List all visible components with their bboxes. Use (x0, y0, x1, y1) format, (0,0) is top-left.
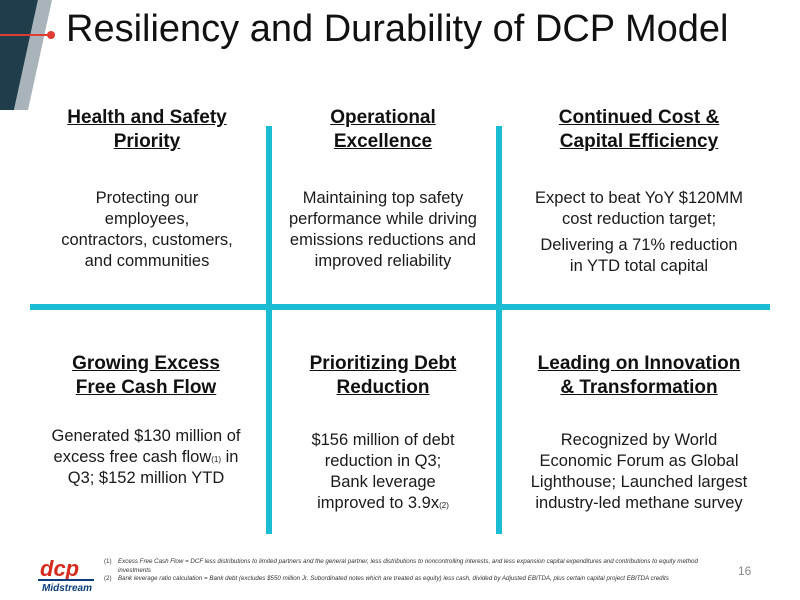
footnote: (1) Excess Free Cash Flow = DCF less dis… (104, 558, 698, 574)
slide-footer: dcp Midstream (1) Excess Free Cash Flow … (0, 540, 800, 600)
cell-body-paragraph: Expect to beat YoY $120MM cost reduction… (535, 189, 743, 228)
footnotes: (1) Excess Free Cash Flow = DCF less dis… (104, 558, 724, 584)
title-accent-dot (0, 31, 55, 39)
cell-innovation-transformation: Leading on Innovation & Transformation R… (508, 352, 770, 514)
footnote-ref-2: (2) (439, 501, 449, 510)
grid-divider-vertical-1 (266, 126, 272, 534)
cell-body: Recognized by World Economic Forum as Gl… (530, 431, 748, 512)
slide-title: Resiliency and Durability of DCP Model (66, 8, 729, 50)
footnote: (2) Bank leverage ratio calculation = Ba… (104, 575, 669, 583)
footnote-ref-1: (1) (211, 455, 222, 464)
cell-debt-reduction: Prioritizing Debt Reduction $156 million… (276, 352, 490, 514)
grid-divider-vertical-2 (496, 126, 502, 534)
cell-body: $156 million of debt reduction in Q3; Ba… (311, 431, 455, 512)
cell-body: Protecting our employees, contractors, c… (61, 189, 233, 270)
cell-body: Maintaining top safety performance while… (288, 189, 477, 270)
cell-body-paragraph: Delivering a 71% reduction in YTD total … (540, 236, 738, 275)
cell-free-cash-flow: Growing Excess Free Cash Flow Generated … (30, 352, 262, 489)
svg-text:Midstream: Midstream (42, 583, 92, 594)
cell-body: Expect to beat YoY $120MM cost reduction… (508, 188, 770, 277)
svg-text:dcp: dcp (40, 556, 79, 581)
cell-body: Generated $130 million of excess free ca… (51, 427, 241, 487)
page-number: 16 (738, 564, 752, 578)
dcp-midstream-logo: dcp Midstream (38, 556, 94, 594)
cell-cost-capital-efficiency: Continued Cost & Capital Efficiency Expe… (508, 106, 770, 277)
cell-heading: Operational Excellence (330, 107, 436, 152)
cell-heading: Growing Excess Free Cash Flow (72, 353, 220, 398)
corner-decoration (0, 0, 52, 110)
cell-operational-excellence: Operational Excellence Maintaining top s… (276, 106, 490, 272)
cell-heading: Continued Cost & Capital Efficiency (558, 107, 720, 152)
cell-heading: Leading on Innovation & Transformation (537, 353, 741, 398)
grid-divider-horizontal (30, 304, 770, 310)
cell-heading: Prioritizing Debt Reduction (309, 353, 457, 398)
cell-health-safety: Health and Safety Priority Protecting ou… (40, 106, 254, 272)
cell-heading: Health and Safety Priority (67, 107, 227, 152)
